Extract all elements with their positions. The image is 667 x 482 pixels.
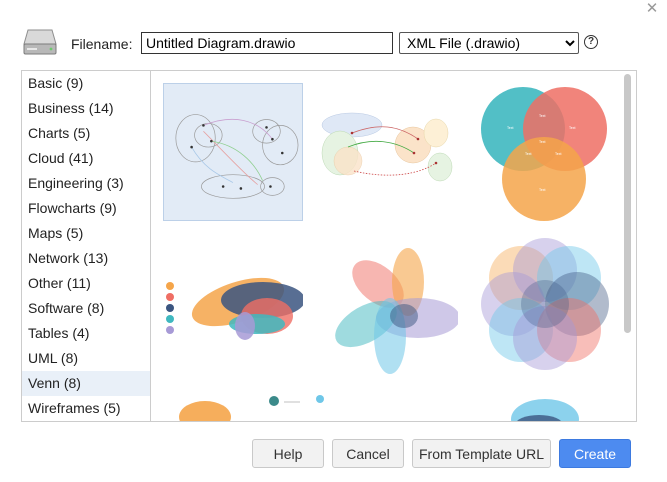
venn-partial-thumbnail [269, 395, 324, 406]
category-item[interactable]: Maps (5) [28, 225, 84, 241]
template-thumbnail[interactable] [473, 389, 613, 421]
create-button[interactable]: Create [559, 439, 631, 468]
filename-label: Filename: [71, 36, 133, 52]
category-item[interactable]: Basic (9) [28, 75, 84, 91]
template-thumbnail[interactable] [163, 236, 305, 374]
svg-text:Text: Text [539, 114, 545, 118]
cancel-button[interactable]: Cancel [332, 439, 404, 468]
venn-network-thumbnail [321, 112, 453, 182]
svg-text:Text: Text [555, 152, 561, 156]
svg-text:Text: Text [569, 126, 575, 130]
category-item[interactable]: Wireframes (5) [28, 400, 121, 416]
venn-partial-thumbnail [179, 401, 231, 421]
template-thumbnail[interactable]: Text Text Text Text Text Text Text [473, 83, 613, 221]
from-template-url-button[interactable]: From Template URL [412, 439, 551, 468]
svg-text:Text: Text [539, 188, 545, 192]
category-list: Basic (9) Business (14) Charts (5) Cloud… [22, 71, 151, 421]
category-item[interactable]: Business (14) [28, 100, 114, 116]
svg-text:Text: Text [507, 126, 513, 130]
template-thumbnail[interactable] [318, 236, 460, 374]
category-item-venn[interactable]: Venn (8) [22, 371, 150, 396]
venn-ellipse-thumbnail [166, 277, 305, 340]
template-grid: Text Text Text Text Text Text Text [151, 71, 636, 421]
template-thumbnail[interactable] [318, 83, 458, 221]
venn-multi-thumbnail [481, 238, 609, 370]
venn-network-thumbnail [175, 114, 299, 199]
svg-text:Text: Text [525, 152, 531, 156]
template-panel: Basic (9) Business (14) Charts (5) Cloud… [21, 70, 637, 422]
close-icon[interactable]: ✕ [645, 0, 659, 17]
template-thumbnail[interactable] [264, 389, 404, 421]
category-item[interactable]: Software (8) [28, 300, 105, 316]
venn-flower-thumbnail [335, 248, 460, 374]
help-button[interactable]: Help [252, 439, 324, 468]
template-thumbnail[interactable] [163, 83, 303, 221]
category-item[interactable]: Flowcharts (9) [28, 200, 117, 216]
svg-text:Text: Text [539, 140, 545, 144]
category-item[interactable]: Charts (5) [28, 125, 91, 141]
category-item[interactable]: Engineering (3) [28, 175, 124, 191]
category-item[interactable]: Other (11) [28, 275, 91, 291]
template-thumbnail[interactable] [163, 389, 303, 421]
drive-icon [23, 29, 57, 55]
format-select[interactable]: XML File (.drawio) [399, 32, 579, 54]
category-item[interactable]: Network (13) [28, 250, 109, 266]
help-icon[interactable]: ? [584, 35, 598, 49]
category-item[interactable]: Tables (4) [28, 325, 90, 341]
category-item[interactable]: Cloud (41) [28, 150, 94, 166]
template-thumbnail[interactable] [473, 236, 613, 374]
venn-three-circle-thumbnail: Text Text Text Text Text Text Text [481, 87, 607, 221]
scrollbar-thumb[interactable] [624, 74, 631, 333]
category-item[interactable]: UML (8) [28, 350, 79, 366]
venn-partial-thumbnail [511, 399, 579, 421]
scrollbar[interactable] [624, 74, 631, 417]
filename-input[interactable] [141, 32, 393, 54]
